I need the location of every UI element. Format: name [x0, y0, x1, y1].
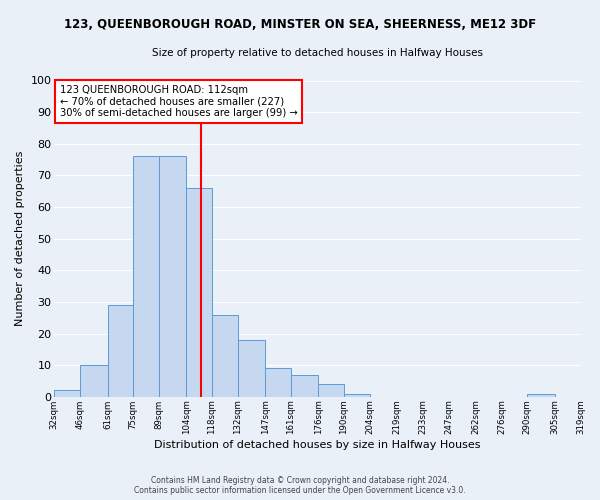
Text: Contains HM Land Registry data © Crown copyright and database right 2024.
Contai: Contains HM Land Registry data © Crown c…	[134, 476, 466, 495]
Bar	[80, 365, 107, 397]
Bar	[55, 390, 80, 397]
Bar	[527, 394, 555, 397]
Bar	[107, 305, 133, 397]
Title: Size of property relative to detached houses in Halfway Houses: Size of property relative to detached ho…	[152, 48, 483, 58]
Text: 123 QUEENBOROUGH ROAD: 112sqm
← 70% of detached houses are smaller (227)
30% of : 123 QUEENBOROUGH ROAD: 112sqm ← 70% of d…	[59, 85, 298, 118]
Bar	[159, 156, 187, 397]
Text: 123, QUEENBOROUGH ROAD, MINSTER ON SEA, SHEERNESS, ME12 3DF: 123, QUEENBOROUGH ROAD, MINSTER ON SEA, …	[64, 18, 536, 30]
X-axis label: Distribution of detached houses by size in Halfway Houses: Distribution of detached houses by size …	[154, 440, 481, 450]
Bar	[238, 340, 265, 397]
Bar	[291, 374, 319, 397]
Bar	[344, 394, 370, 397]
Bar	[133, 156, 159, 397]
Bar	[187, 188, 212, 397]
Bar	[265, 368, 291, 397]
Bar	[212, 314, 238, 397]
Bar	[319, 384, 344, 397]
Y-axis label: Number of detached properties: Number of detached properties	[15, 151, 25, 326]
